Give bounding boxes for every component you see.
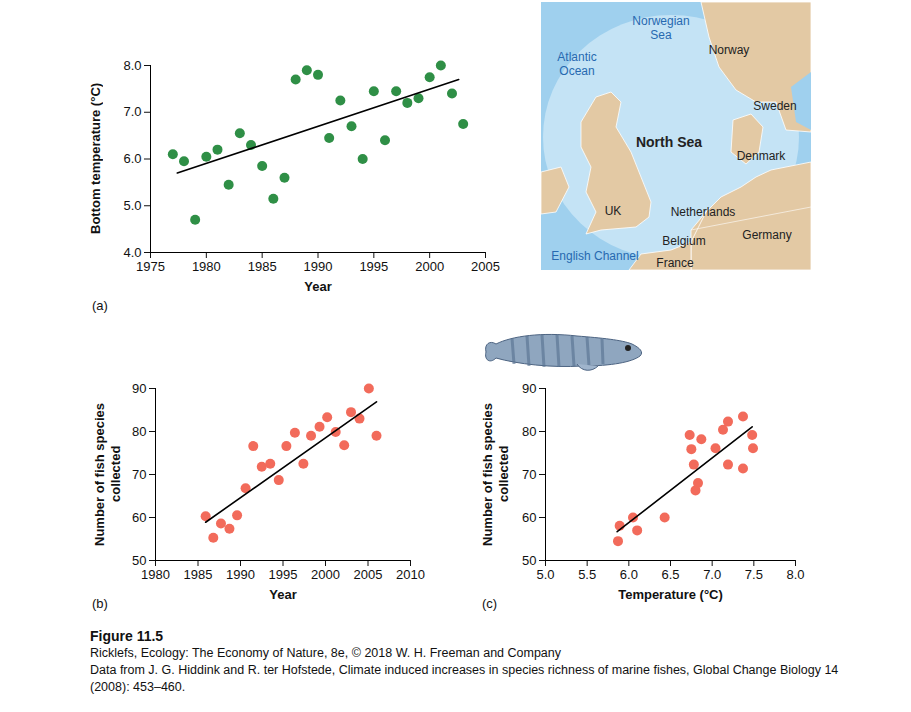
svg-text:5.0: 5.0: [536, 567, 554, 582]
svg-text:50: 50: [522, 553, 536, 568]
svg-text:7.0: 7.0: [703, 567, 721, 582]
svg-text:50: 50: [132, 553, 146, 568]
html-text:(a): (a): [92, 298, 108, 313]
html-text:Germany: Germany: [742, 228, 792, 242]
svg-text:1985: 1985: [248, 259, 277, 274]
html-text:North Sea: North Sea: [635, 134, 703, 150]
svg-text:1990: 1990: [304, 259, 333, 274]
svg-text:Year: Year: [269, 587, 296, 602]
svg-text:80: 80: [522, 424, 536, 439]
svg-text:2000: 2000: [415, 259, 444, 274]
svg-text:2010: 2010: [396, 567, 425, 582]
svg-text:60: 60: [132, 510, 146, 525]
html-text:Figure 11.5: Figure 11.5: [90, 628, 164, 644]
html-text:Netherlands: Netherlands: [670, 205, 736, 219]
svg-text:2005: 2005: [354, 567, 383, 582]
html-text:Data from J. G. Hiddink and R.: Data from J. G. Hiddink and R. ter Hofst…: [90, 663, 839, 694]
svg-text:1990: 1990: [226, 567, 255, 582]
svg-text:80: 80: [132, 424, 146, 439]
svg-text:70: 70: [132, 467, 146, 482]
svg-text:7.0: 7.0: [123, 104, 141, 119]
html-text:Number of fish species collect: Number of fish species collected: [92, 402, 123, 546]
html-text:Denmark: Denmark: [736, 149, 786, 163]
svg-text:90: 90: [132, 381, 146, 396]
svg-text:8.0: 8.0: [786, 567, 804, 582]
svg-text:1980: 1980: [141, 567, 170, 582]
svg-text:6.0: 6.0: [620, 567, 638, 582]
svg-text:7.5: 7.5: [745, 567, 763, 582]
svg-text:Year: Year: [304, 279, 331, 294]
svg-text:2000: 2000: [311, 567, 340, 582]
svg-text:1995: 1995: [269, 567, 298, 582]
html-text:Number of fish species collect: Number of fish species collected: [480, 402, 511, 546]
html-text:Bottom temperature (°C): Bottom temperature (°C): [88, 83, 103, 234]
html-text:Atlantic Ocean: Atlantic Ocean: [557, 50, 597, 78]
svg-text:Temperature (°C): Temperature (°C): [618, 587, 723, 602]
svg-text:60: 60: [522, 510, 536, 525]
html-text:(c): (c): [482, 596, 498, 611]
svg-text:1975: 1975: [136, 259, 165, 274]
svg-text:1980: 1980: [192, 259, 221, 274]
html-text:English Channel: English Channel: [551, 249, 639, 263]
svg-text:6.0: 6.0: [123, 151, 141, 166]
html-text:Norwegian Sea: Norwegian Sea: [632, 14, 690, 42]
html-text:Sweden: Sweden: [753, 99, 797, 113]
svg-text:5.0: 5.0: [123, 198, 141, 213]
svg-text:4.0: 4.0: [123, 245, 141, 260]
svg-text:70: 70: [522, 467, 536, 482]
html-text:Norway: Norway: [708, 43, 750, 57]
html-text:UK: UK: [604, 204, 622, 218]
svg-text:8.0: 8.0: [123, 58, 141, 73]
svg-text:5.5: 5.5: [578, 567, 596, 582]
svg-text:2005: 2005: [471, 259, 500, 274]
svg-text:1995: 1995: [359, 259, 388, 274]
html-text:Ricklefs, Ecology: The Economy: Ricklefs, Ecology: The Economy of Nature…: [90, 646, 561, 660]
html-text:(b): (b): [92, 596, 108, 611]
svg-text:1985: 1985: [184, 567, 213, 582]
svg-text:6.5: 6.5: [661, 567, 679, 582]
svg-text:90: 90: [522, 381, 536, 396]
html-text:France: France: [656, 256, 694, 270]
html-text:Belgium: Belgium: [662, 234, 706, 248]
